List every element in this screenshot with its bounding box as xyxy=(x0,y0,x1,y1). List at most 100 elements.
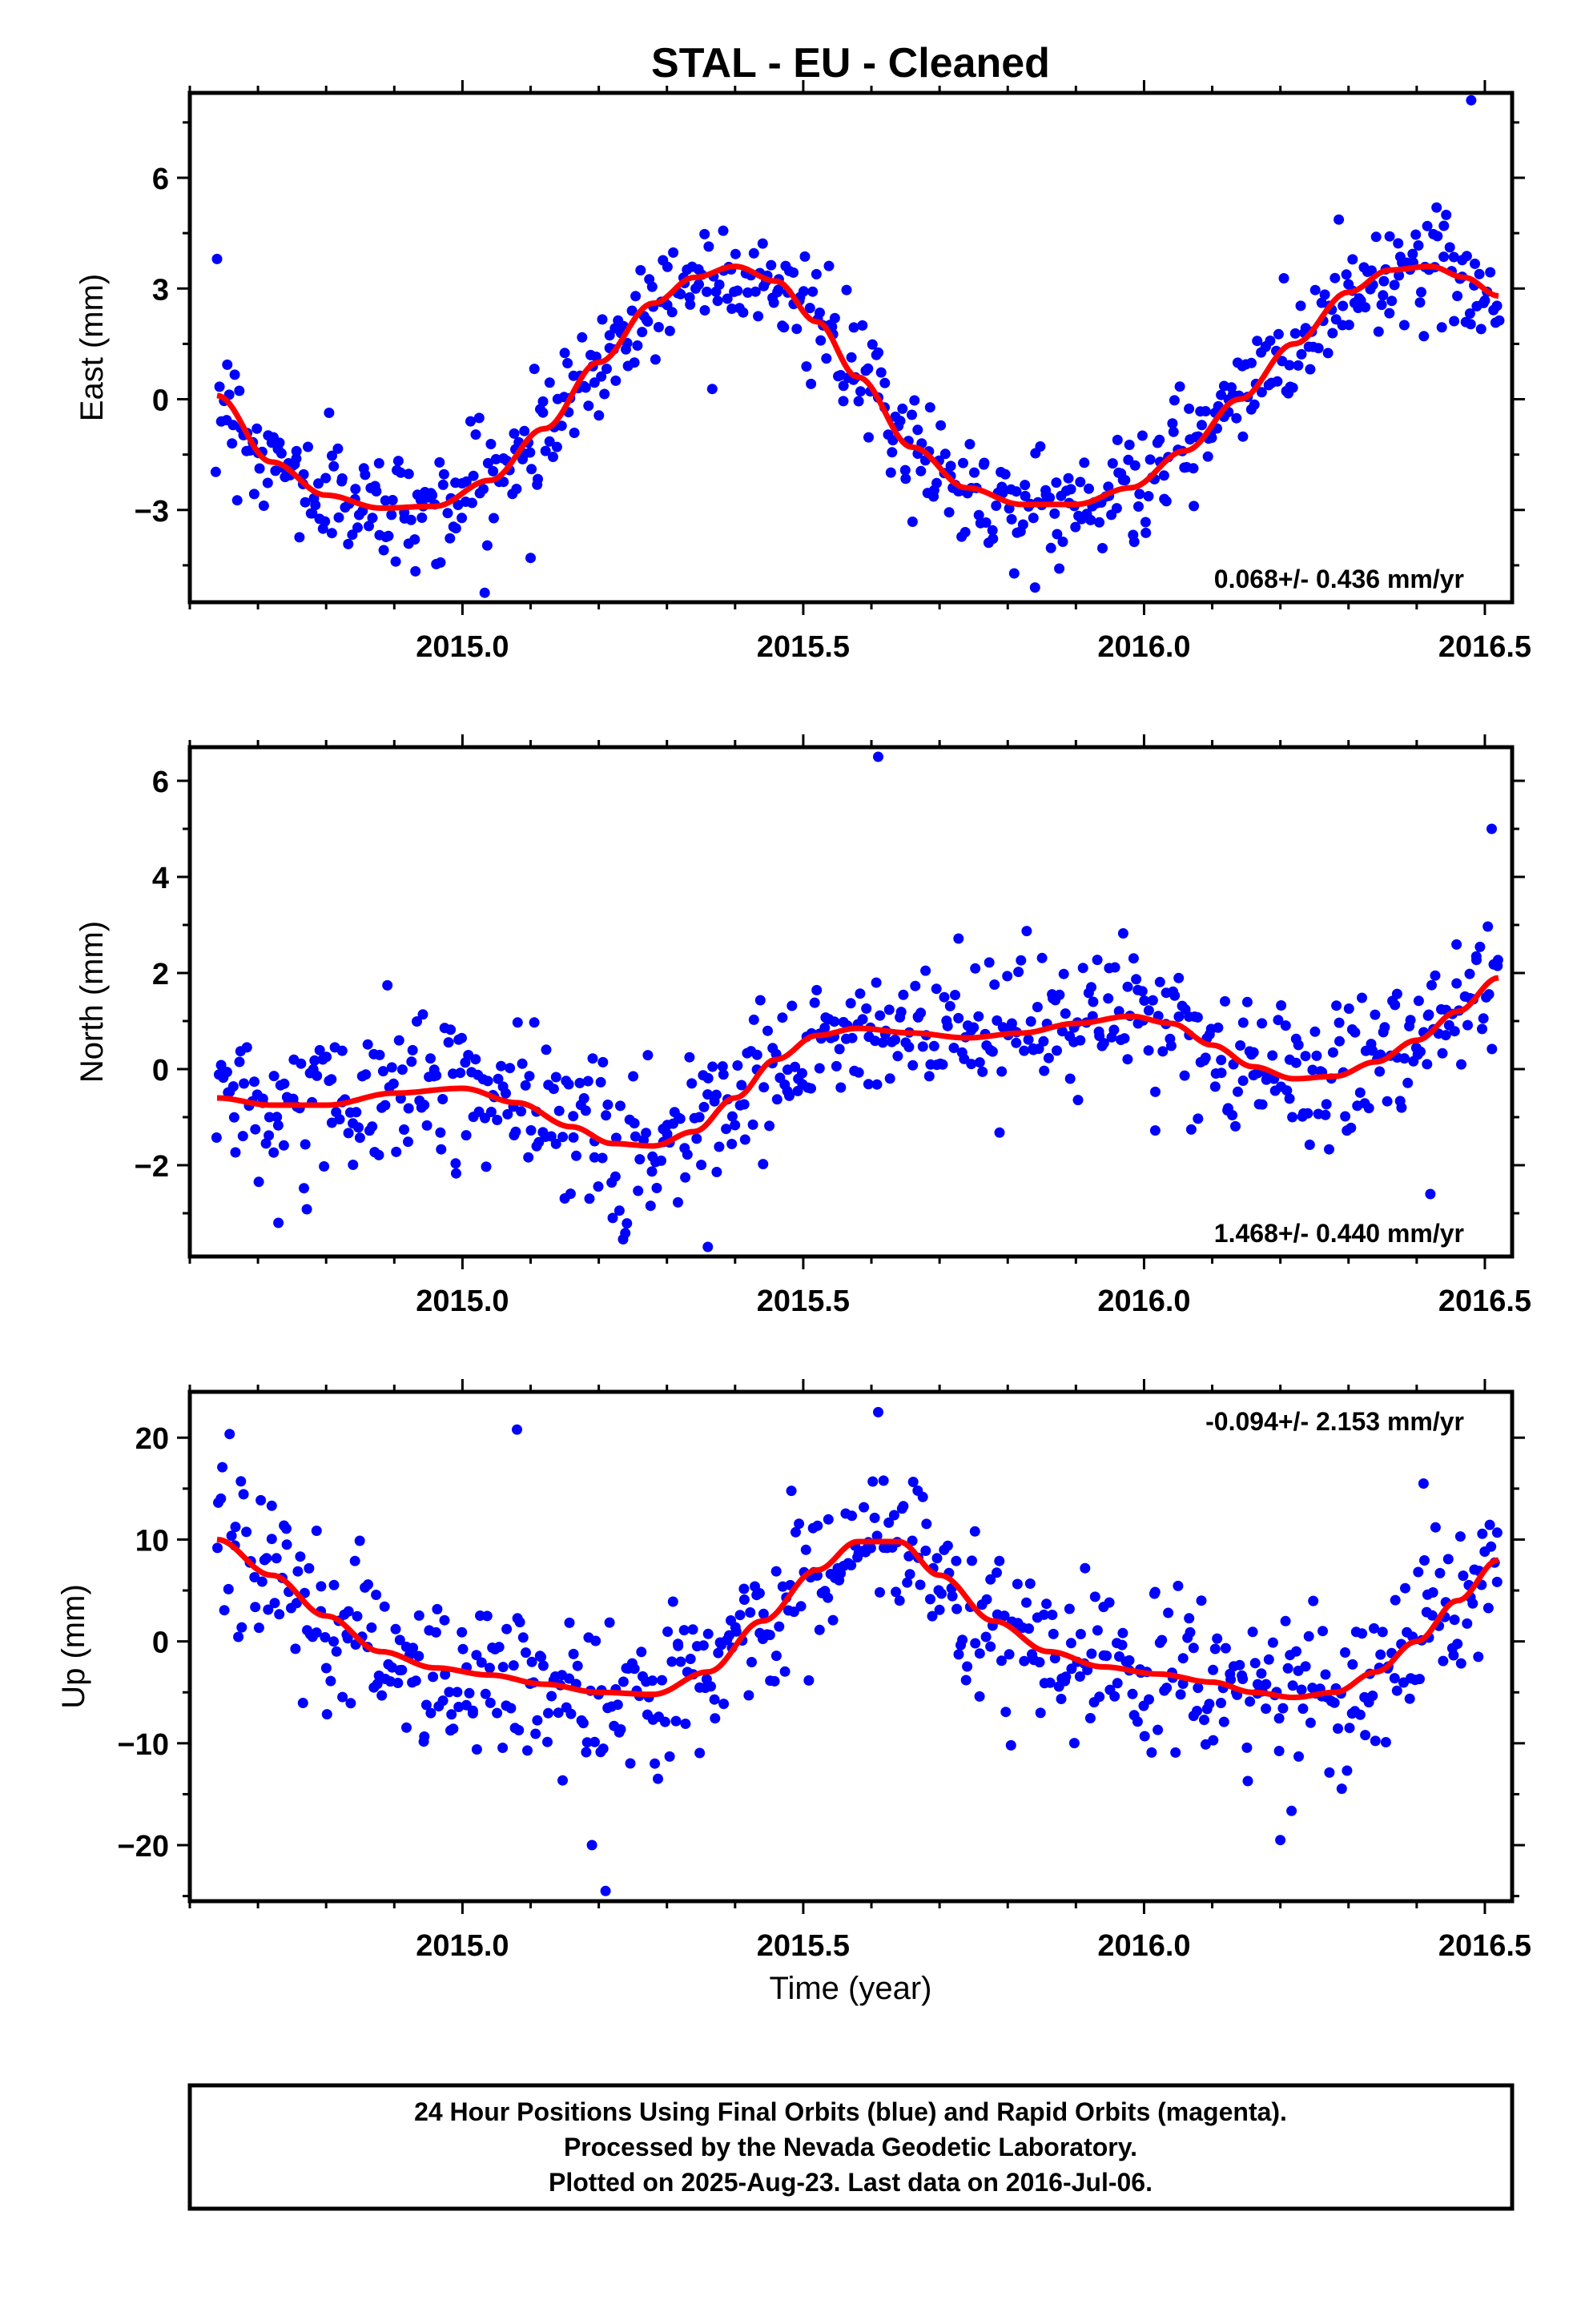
data-point xyxy=(541,1044,552,1055)
data-point xyxy=(1379,1022,1390,1033)
data-point xyxy=(1295,300,1306,312)
data-point xyxy=(865,1542,876,1554)
data-point xyxy=(1066,1663,1077,1675)
data-point xyxy=(831,1060,842,1072)
data-point xyxy=(425,1053,436,1064)
data-point xyxy=(732,1060,743,1071)
data-point xyxy=(829,312,840,324)
data-point xyxy=(1483,989,1494,1000)
data-point xyxy=(272,1120,284,1131)
data-point xyxy=(1482,921,1494,932)
data-point xyxy=(969,467,980,478)
data-point xyxy=(320,1663,332,1674)
data-point xyxy=(296,1058,307,1069)
data-point xyxy=(895,416,906,427)
data-point xyxy=(501,1088,511,1099)
data-point xyxy=(997,488,1008,499)
data-point xyxy=(1143,1005,1154,1016)
data-point xyxy=(1072,1095,1084,1106)
data-point xyxy=(900,473,911,485)
data-point xyxy=(848,322,859,333)
data-point xyxy=(582,1076,593,1087)
data-point xyxy=(236,1622,247,1633)
data-point xyxy=(942,1020,953,1031)
data-point xyxy=(1426,1610,1438,1621)
data-point xyxy=(1297,1703,1309,1715)
data-point xyxy=(348,1160,359,1170)
data-point xyxy=(234,1056,245,1068)
data-point xyxy=(757,238,768,249)
data-point xyxy=(847,1510,858,1522)
data-point xyxy=(1296,1684,1307,1695)
data-point xyxy=(334,1114,345,1125)
data-point xyxy=(405,514,416,525)
data-point xyxy=(430,1626,441,1638)
data-point xyxy=(1319,289,1330,300)
data-point xyxy=(442,508,453,519)
data-point xyxy=(597,314,608,325)
data-point xyxy=(1140,527,1152,538)
data-point xyxy=(1023,1034,1034,1045)
data-point xyxy=(1293,1039,1304,1051)
data-point xyxy=(1216,1055,1227,1066)
data-point xyxy=(1175,1689,1186,1700)
data-point xyxy=(1086,982,1096,993)
data-point xyxy=(699,228,710,239)
data-point xyxy=(502,1108,513,1120)
data-point xyxy=(525,1125,537,1136)
data-point xyxy=(557,1132,569,1143)
data-point xyxy=(1272,376,1283,387)
data-point xyxy=(891,1586,902,1598)
data-point xyxy=(1056,1694,1067,1704)
data-point xyxy=(1065,1638,1076,1649)
data-point xyxy=(1370,1735,1381,1747)
data-point xyxy=(1432,231,1443,242)
data-point xyxy=(354,1535,365,1546)
data-point xyxy=(903,1041,915,1052)
data-point xyxy=(823,1592,834,1603)
data-point xyxy=(1013,967,1024,978)
data-point xyxy=(526,1656,537,1667)
data-point xyxy=(1333,1723,1343,1734)
data-point xyxy=(1245,1696,1256,1707)
data-point xyxy=(758,1608,769,1619)
data-point xyxy=(915,465,927,476)
data-point xyxy=(602,1100,613,1110)
data-point xyxy=(978,459,989,470)
data-point xyxy=(445,1024,457,1035)
data-point xyxy=(230,1522,241,1533)
data-point xyxy=(777,1012,788,1023)
data-point xyxy=(664,325,675,336)
rate-label: -0.094+/- 2.153 mm/yr xyxy=(1205,1407,1464,1436)
data-point xyxy=(391,1146,402,1157)
data-point xyxy=(673,1638,683,1650)
data-point xyxy=(1278,273,1289,283)
data-point xyxy=(1184,403,1195,414)
data-point xyxy=(1370,231,1382,243)
data-point xyxy=(974,1057,985,1068)
data-point xyxy=(386,1062,397,1073)
data-point xyxy=(1041,1598,1052,1610)
data-point xyxy=(1486,1043,1498,1055)
data-point xyxy=(272,1112,283,1123)
data-point xyxy=(890,1034,901,1045)
data-point xyxy=(1430,970,1441,981)
data-point xyxy=(1346,1122,1357,1133)
data-point xyxy=(674,1113,686,1124)
data-point xyxy=(215,1493,227,1504)
data-point xyxy=(1057,537,1068,547)
data-point xyxy=(533,473,543,485)
data-point xyxy=(1304,1140,1315,1150)
data-point xyxy=(718,225,729,236)
data-point xyxy=(1204,1699,1215,1710)
data-point xyxy=(970,963,981,974)
data-point xyxy=(1414,1674,1425,1685)
data-point xyxy=(380,1100,391,1111)
data-point xyxy=(629,1663,640,1675)
data-point xyxy=(1128,537,1140,548)
data-point xyxy=(819,1023,831,1033)
data-point xyxy=(1086,1648,1097,1659)
y-axis-label: North (mm) xyxy=(74,921,110,1083)
data-point xyxy=(1281,1085,1293,1096)
data-point xyxy=(884,1073,895,1084)
